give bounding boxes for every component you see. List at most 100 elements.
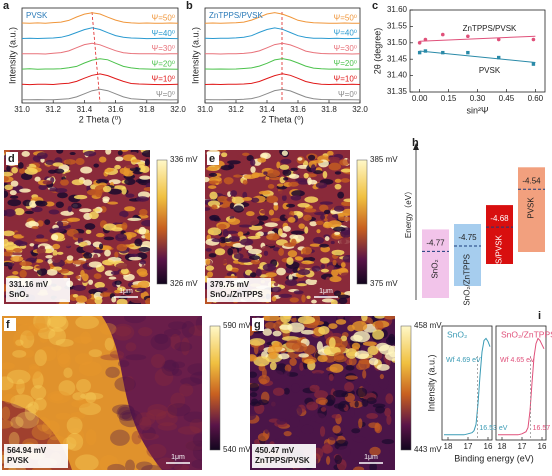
afm-grain [358, 418, 363, 429]
x-tick-label: 31.2 [45, 105, 61, 114]
afm-grain [378, 377, 389, 390]
afm-grain [15, 339, 24, 346]
afm-grain [381, 438, 394, 445]
afm-grain [250, 338, 266, 346]
afm-grain [29, 243, 35, 247]
afm-grain [261, 245, 271, 251]
afm-grain [11, 252, 24, 256]
afm-grain [329, 363, 344, 373]
afm-grain [35, 259, 44, 263]
afm-grain [42, 180, 53, 185]
afm-grain [46, 316, 69, 332]
point [466, 34, 470, 39]
colorbar-min: 375 mV [370, 279, 398, 288]
afm-grain [174, 341, 193, 352]
panel-annotation: PVSK [26, 11, 48, 20]
afm-grain [281, 150, 288, 156]
afm-grain [327, 265, 334, 271]
afm-grain [338, 238, 347, 245]
afm-grain [287, 250, 298, 258]
afm-grain [265, 240, 277, 247]
afm-grain [53, 266, 63, 271]
afm-grain [320, 406, 327, 412]
point [417, 41, 422, 45]
afm-grain [385, 336, 395, 346]
afm-grain [42, 227, 48, 236]
afm-grain [250, 382, 260, 392]
afm-grain [328, 373, 334, 382]
afm-grain [346, 316, 361, 323]
afm-grain [36, 234, 45, 239]
afm-grain [85, 229, 92, 235]
afm-grain [95, 179, 109, 185]
afm-grain [51, 234, 59, 241]
afm-grain [67, 217, 81, 222]
x-tick-label: 31.6 [290, 105, 306, 114]
afm-grain [78, 398, 91, 405]
afm-grain [361, 316, 368, 322]
afm-grain [34, 238, 49, 242]
afm-grain [112, 404, 135, 415]
afm-grain [31, 424, 52, 441]
afm-grain [82, 245, 95, 253]
afm-grain [250, 159, 256, 166]
afm-grain [206, 166, 218, 171]
afm-grain [333, 205, 345, 212]
afm-grain [114, 289, 121, 294]
afm-grain [288, 405, 303, 418]
afm-grain [335, 319, 347, 325]
afm-grain [128, 256, 142, 261]
afm-grain [385, 393, 394, 404]
afm-grain [368, 357, 379, 366]
colorbar [156, 159, 168, 285]
afm-grain [161, 359, 180, 377]
afm-grain [283, 387, 290, 395]
afm-grain [342, 254, 350, 263]
panel-letter: c [372, 0, 378, 12]
series-label: ZnTPPS/PVSK [463, 24, 517, 33]
afm-grain [278, 353, 290, 360]
afm-grain [329, 188, 335, 193]
afm-grain [271, 286, 282, 293]
afm-grain [4, 230, 15, 237]
afm-grain [135, 178, 147, 184]
afm-grain [266, 169, 281, 178]
afm-grain [306, 295, 311, 300]
afm-grain [297, 202, 310, 208]
afm-grain [242, 152, 250, 157]
afm-grain [36, 417, 51, 432]
afm-grain [121, 411, 138, 421]
afm-grain [205, 207, 211, 211]
series-label: Ψ=20⁰ [334, 59, 357, 68]
afm-grain [352, 466, 365, 470]
afm-grain [384, 407, 392, 417]
value-box [4, 444, 68, 468]
afm-grain [10, 416, 24, 429]
afm-grain [114, 280, 122, 285]
afm-grain [269, 361, 277, 371]
afm-grain [278, 248, 284, 256]
afm-grain [262, 263, 277, 272]
afm-grain [52, 249, 58, 257]
afm-grain [58, 380, 76, 396]
afm-grain [270, 217, 280, 222]
afm-grain [78, 402, 102, 416]
afm-grain [350, 406, 355, 418]
x-tick-label: 18 [444, 442, 453, 451]
afm-grain [314, 211, 327, 216]
afm-grain [250, 401, 262, 407]
afm-grain [208, 180, 220, 184]
x-tick-label: 31.2 [228, 105, 244, 114]
afm-grain [250, 354, 257, 362]
afm-grain [60, 179, 69, 186]
afm-grain [10, 394, 34, 409]
layer-label: SnO₂/ZnTPPS [463, 254, 472, 306]
line [204, 88, 361, 101]
afm-grain [67, 427, 85, 445]
afm-grain [332, 259, 337, 266]
afm-grain [166, 403, 178, 419]
afm-grain [191, 459, 202, 469]
x-tick-label: 31.0 [197, 105, 213, 114]
